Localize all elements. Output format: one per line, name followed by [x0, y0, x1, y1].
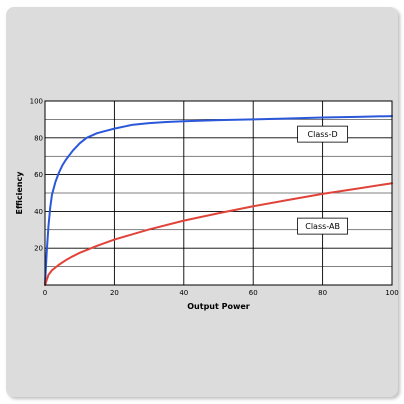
annotation-class-d: Class-D: [297, 125, 349, 143]
annotation-class-ab: Class-AB: [297, 217, 349, 235]
x-tick-label: 100: [385, 289, 398, 297]
x-tick-label: 80: [318, 289, 327, 297]
x-tick-label: 60: [249, 289, 258, 297]
x-axis-title: Output Power: [187, 302, 250, 311]
y-tick-label: 20: [34, 245, 43, 253]
series-line-class-ab: [44, 182, 393, 286]
annotation-box: [297, 217, 349, 235]
annotation-box: [297, 125, 349, 143]
x-tick-label: 0: [43, 289, 47, 297]
series-line-class-d: [44, 115, 393, 286]
series-layer: [44, 115, 393, 286]
x-tick-label: 20: [110, 289, 119, 297]
x-tick-label: 40: [179, 289, 188, 297]
y-tick-label: 40: [34, 208, 43, 216]
y-tick-label: 60: [34, 171, 43, 179]
annotations: Class-D Class-AB: [297, 125, 349, 235]
y-axis-title: Efficiency: [15, 171, 24, 215]
y-tick-label: 80: [34, 134, 43, 142]
tick-labels: 0 20 40 60 80 100 20 40 60 80 100: [30, 98, 399, 298]
y-tick-label: 100: [30, 98, 43, 106]
plot-frame: [44, 100, 393, 286]
annotation-label: Class-D: [308, 130, 338, 139]
annotation-label: Class-AB: [305, 222, 340, 231]
